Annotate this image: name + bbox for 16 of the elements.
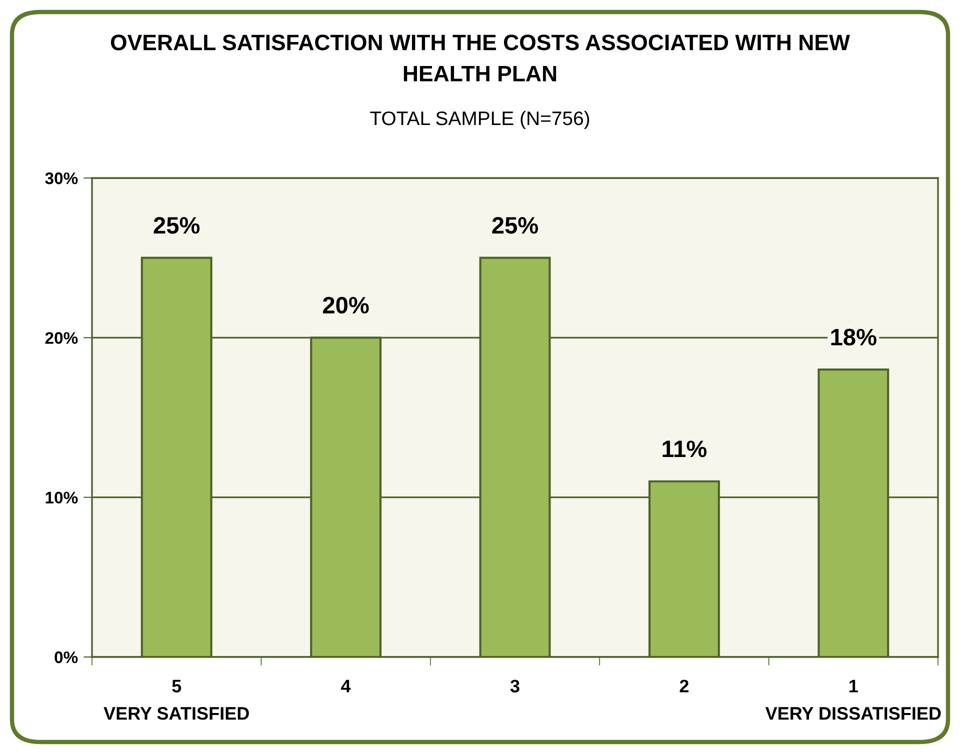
chart-title: OVERALL SATISFACTION WITH THE COSTS ASSOCIATED WITH NEW HEALTH PLAN xyxy=(110,34,850,82)
x-tick-label: 5 VERY SATISFIED xyxy=(104,680,249,720)
data-label: 18% xyxy=(831,328,876,346)
y-tick-label: 0% xyxy=(54,651,78,664)
x-tick-label: 4 xyxy=(341,680,351,692)
y-tick-label: 10% xyxy=(46,492,78,504)
y-tick-label: 20% xyxy=(45,332,78,344)
data-label: 25% xyxy=(492,217,538,234)
x-tick-label: 2 xyxy=(680,680,688,692)
data-label: 11% xyxy=(662,440,707,458)
y-tick-label: 30% xyxy=(45,172,78,184)
x-tick-label: 3 xyxy=(510,680,520,693)
chart-subtitle: TOTAL SAMPLE (N=756) xyxy=(370,110,590,130)
data-label: 25% xyxy=(154,217,200,234)
x-tick-label: 1 VERY DISSATISFIED xyxy=(765,680,941,720)
data-label: 20% xyxy=(322,296,369,314)
